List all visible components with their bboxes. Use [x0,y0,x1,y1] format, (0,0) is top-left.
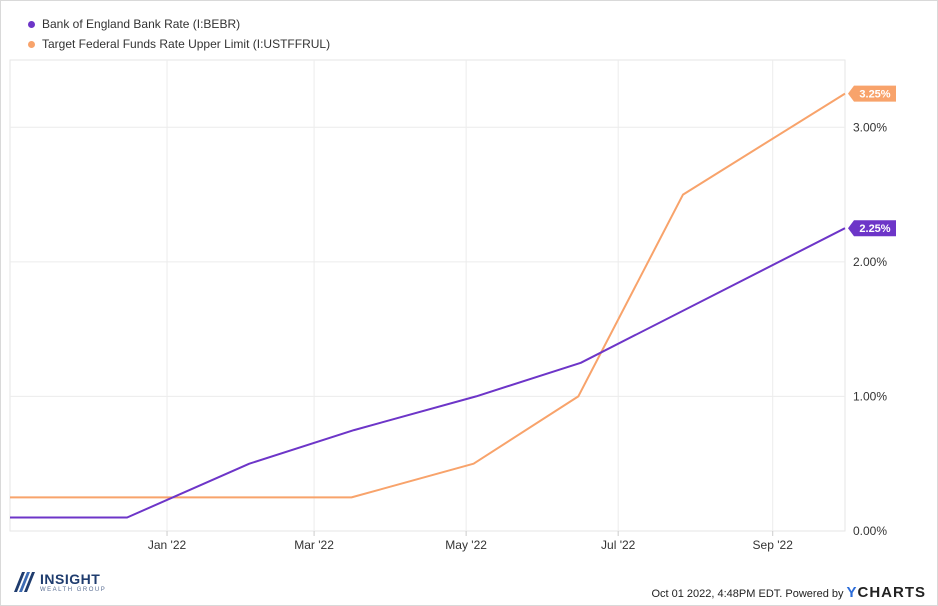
brand-logo: INSIGHT WEALTH GROUP [14,571,106,593]
ycharts-logo-y: Y [846,584,858,601]
legend-item-bebr[interactable]: Bank of England Bank Rate (I:BEBR) [28,14,330,34]
ycharts-logo[interactable]: YCHARTS [846,584,926,601]
powered-by-text: Powered by [785,588,844,600]
legend: Bank of England Bank Rate (I:BEBR) Targe… [28,14,330,54]
legend-label-bebr: Bank of England Bank Rate (I:BEBR) [42,17,241,31]
legend-label-ustffrul: Target Federal Funds Rate Upper Limit (I… [42,37,331,51]
brand-name: INSIGHT [40,570,101,587]
end-label-value-0: 2.25% [859,223,890,235]
y-tick-label: 3.00% [853,120,887,134]
y-tick-label: 0.00% [853,524,887,538]
legend-item-ustffrul[interactable]: Target Federal Funds Rate Upper Limit (I… [28,34,330,54]
series-line-0 [10,227,846,519]
x-tick-label: Mar '22 [294,538,334,552]
timestamp: Oct 01 2022, 4:48PM EDT. [651,588,783,600]
x-tick-label: Jul '22 [601,538,636,552]
legend-dot-bebr [28,20,35,28]
insight-logo-icon [14,572,35,592]
x-tick-label: May '22 [445,538,487,552]
ycharts-logo-rest: CHARTS [857,584,926,601]
x-tick-label: Jan '22 [148,538,187,552]
end-label-badge-0 [848,220,896,237]
end-label-value-1: 3.25% [859,89,890,101]
y-tick-label: 1.00% [853,389,887,403]
footer-attribution: Oct 01 2022, 4:48PM EDT. Powered by YCHA… [651,584,926,601]
y-tick-label: 2.00% [853,255,887,269]
legend-dot-ustffrul [28,40,35,48]
x-tick-label: Sep '22 [753,538,794,552]
plot-area [9,59,846,532]
series-line-1 [10,92,846,499]
end-label-badge-1 [848,85,896,102]
brand-subtitle: WEALTH GROUP [40,586,107,593]
